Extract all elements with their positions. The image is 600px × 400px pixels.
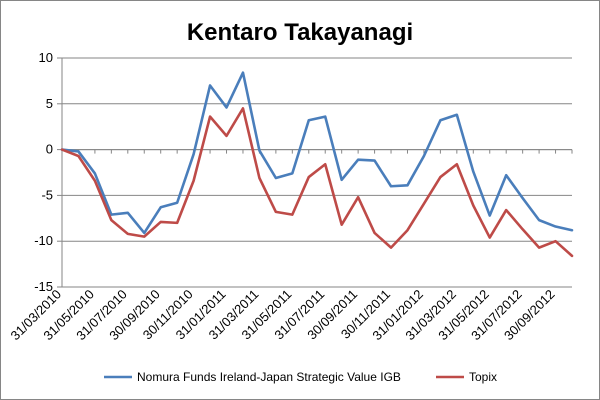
series-line-1 <box>60 107 574 258</box>
chart-title: Kentaro Takayanagi <box>187 19 413 46</box>
y-tick-label: 0 <box>46 142 53 157</box>
y-tick-label: 5 <box>46 96 53 111</box>
legend-label-0: Nomura Funds Ireland-Japan Strategic Val… <box>137 370 401 384</box>
series-lines <box>60 71 574 258</box>
legend-label-1: Topix <box>469 370 497 384</box>
y-tick-label: -10 <box>34 233 53 248</box>
x-axis-tick-labels: 31/03/201031/05/201031/07/201030/09/2010… <box>7 287 557 344</box>
y-tick-label: 10 <box>39 50 53 65</box>
series-line-0 <box>60 71 574 235</box>
axes <box>57 57 573 288</box>
y-tick-label: -5 <box>41 187 53 202</box>
y-axis-tick-labels: 10 5 0 -5 -10 -15 <box>34 50 53 294</box>
y-tick-label: -15 <box>34 279 53 294</box>
gridlines <box>62 57 572 288</box>
legend: Nomura Funds Ireland-Japan Strategic Val… <box>104 370 497 384</box>
